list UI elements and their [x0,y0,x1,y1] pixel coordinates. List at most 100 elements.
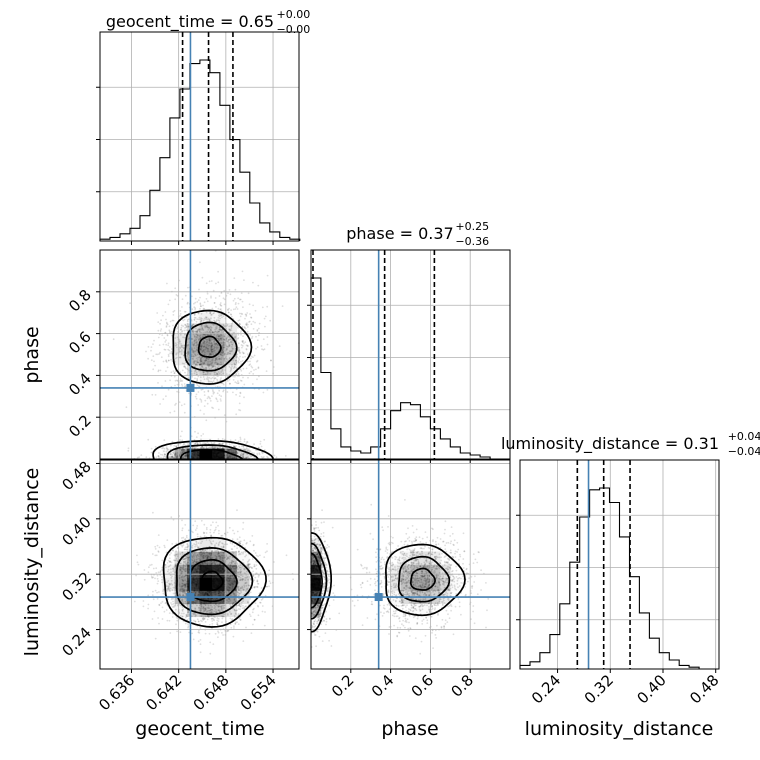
sample-point [212,380,215,382]
sample-point [256,452,259,455]
sample-point [206,606,209,609]
sample-point [207,317,210,320]
sample-point [186,301,189,304]
sample-point [198,454,201,457]
sample-point [206,583,209,586]
sample-point [201,453,204,455]
sample-point [164,311,167,313]
sample-point [197,575,200,577]
sample-point [169,352,172,355]
sample-point [193,439,196,441]
sample-point [200,434,203,437]
sample-point [193,313,196,316]
sample-point [198,288,200,291]
sample-point [187,351,190,354]
sample-point [232,367,235,370]
sample-point [230,455,233,458]
sample-point [181,346,184,349]
sample-point [183,344,186,347]
sample-point [207,556,209,559]
sample-point [234,363,237,366]
sample-point [203,345,206,348]
sample-point [227,340,229,343]
sample-point [211,606,214,608]
sample-point [176,619,179,622]
sample-point [203,340,206,343]
sample-point [203,341,206,343]
sample-point [233,545,236,548]
sample-point [205,346,207,349]
sample-point [226,454,229,457]
sample-point [239,540,242,543]
sample-point [210,314,213,316]
sample-point [196,377,199,380]
sample-point [220,377,222,380]
sample-point [165,339,167,342]
sample-point [198,452,201,455]
sample-point [247,353,249,355]
sample-point [266,336,269,338]
sample-point [198,452,201,455]
sample-point [179,452,182,455]
sample-point [209,311,212,314]
sample-point [199,334,201,337]
sample-point [196,384,199,387]
sample-point [242,588,245,591]
sample-point [185,536,188,539]
sample-point [213,391,216,394]
density-block [211,312,225,324]
sample-point [281,305,284,307]
sample-point [174,337,177,339]
sample-point [248,321,250,323]
sample-point [215,398,218,401]
sample-point [209,319,211,322]
sample-point [227,448,230,451]
sample-point [154,445,157,448]
sample-point [143,569,146,571]
sample-point [243,396,245,399]
sample-point [223,303,226,306]
sample-point [186,447,189,450]
sample-point [222,315,225,317]
sample-point [212,350,215,353]
sample-point [166,322,168,325]
sample-point [197,299,200,301]
sample-point [239,409,242,412]
sample-point [229,575,232,577]
sample-point [241,345,244,347]
sample-point [194,307,197,310]
sample-point [205,528,208,531]
sample-point [234,375,236,378]
sample-point [213,316,216,319]
sample-point [163,610,166,613]
sample-point [232,448,235,451]
sample-point [202,307,205,310]
sample-point [219,454,222,457]
sample-point [168,299,171,302]
sample-point [205,526,208,529]
sample-point [205,282,208,285]
sample-point [215,335,218,337]
sample-point [255,335,257,338]
sample-point [201,447,204,450]
sample-point [223,615,226,618]
sample-point [220,363,223,366]
sample-point [209,328,212,331]
sample-point [147,357,150,360]
sample-point [227,309,229,311]
sample-point [156,574,159,577]
sample-point [187,529,190,532]
sample-point [166,366,169,369]
sample-point [186,453,188,456]
sample-point [180,326,183,329]
sample-point [174,298,177,301]
sample-point [180,328,183,331]
sample-point [197,312,200,315]
sample-point [211,351,214,353]
sample-point [229,456,232,459]
sample-point [204,455,206,458]
sample-point [193,451,196,454]
sample-point [235,306,238,309]
sample-point [214,632,217,635]
sample-point [244,582,247,584]
